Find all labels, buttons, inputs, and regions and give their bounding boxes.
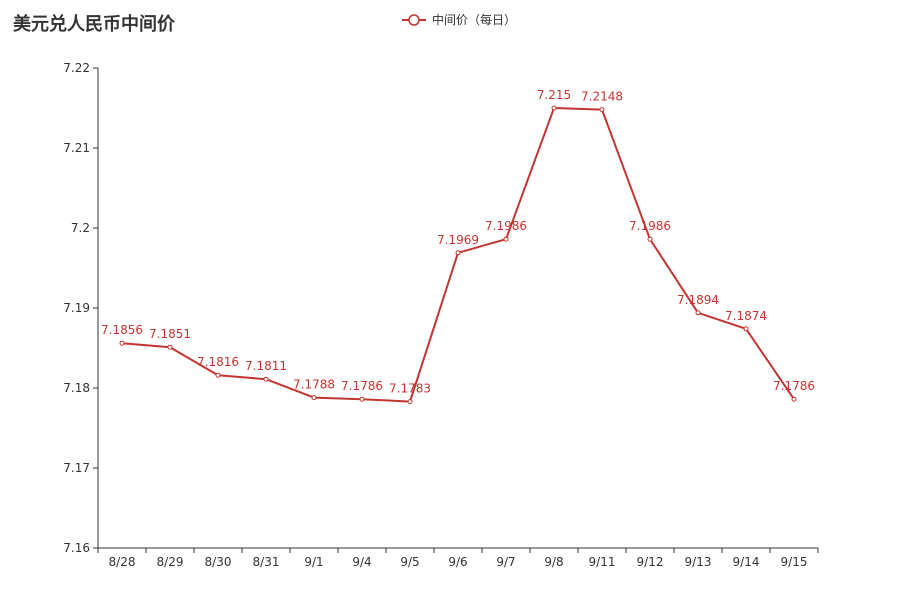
data-label: 7.1851 [149, 327, 191, 341]
y-tick-label: 7.16 [63, 541, 90, 555]
data-point [215, 372, 221, 378]
data-label: 7.1783 [389, 382, 431, 396]
data-point [263, 376, 269, 382]
x-tick-label: 8/30 [205, 555, 232, 569]
x-tick-label: 9/12 [637, 555, 664, 569]
x-tick-label: 8/29 [157, 555, 184, 569]
y-tick-label: 7.21 [63, 141, 90, 155]
x-tick-label: 9/14 [733, 555, 760, 569]
data-label: 7.2148 [581, 90, 623, 104]
y-tick-label: 7.17 [63, 461, 90, 475]
data-label: 7.1874 [725, 309, 767, 323]
x-tick-label: 9/1 [304, 555, 323, 569]
data-label: 7.1786 [341, 379, 383, 393]
data-point [791, 396, 797, 402]
y-tick-label: 7.22 [63, 61, 90, 75]
chart-title: 美元兑人民币中间价 [13, 14, 175, 35]
data-label: 7.1986 [485, 219, 527, 233]
legend-label: 中间价（每日） [432, 13, 517, 27]
data-point [407, 399, 413, 405]
data-label: 7.1969 [437, 233, 479, 247]
x-tick-label: 9/13 [685, 555, 712, 569]
x-tick-label: 9/7 [496, 555, 515, 569]
data-point [743, 326, 749, 332]
data-point [503, 236, 509, 242]
data-label: 7.1788 [293, 378, 335, 392]
data-label: 7.1894 [677, 293, 719, 307]
data-point [695, 310, 701, 316]
data-label: 7.1986 [629, 219, 671, 233]
data-label: 7.1811 [245, 359, 287, 373]
x-tick-label: 9/4 [352, 555, 371, 569]
data-label: 7.1856 [101, 323, 143, 337]
data-point [647, 236, 653, 242]
x-tick-label: 9/6 [448, 555, 467, 569]
x-tick-label: 9/15 [781, 555, 808, 569]
data-label: 7.215 [537, 88, 571, 102]
x-tick-label: 9/8 [544, 555, 563, 569]
data-point [359, 396, 365, 402]
data-point [455, 250, 461, 256]
legend-line-marker-icon [402, 13, 426, 26]
data-label: 7.1816 [197, 355, 239, 369]
x-tick-label: 8/31 [253, 555, 280, 569]
chart-legend[interactable]: 中间价（每日） [402, 11, 516, 28]
data-point [599, 107, 605, 113]
data-point [167, 344, 173, 350]
x-tick-label: 9/5 [400, 555, 419, 569]
data-point [119, 340, 125, 346]
x-tick-label: 9/11 [589, 555, 616, 569]
data-label: 7.1786 [773, 379, 815, 393]
x-tick-label: 8/28 [109, 555, 136, 569]
data-point [311, 395, 317, 401]
y-tick-label: 7.19 [63, 301, 90, 315]
data-point [551, 105, 557, 111]
y-tick-label: 7.18 [63, 381, 90, 395]
y-tick-label: 7.2 [71, 221, 90, 235]
